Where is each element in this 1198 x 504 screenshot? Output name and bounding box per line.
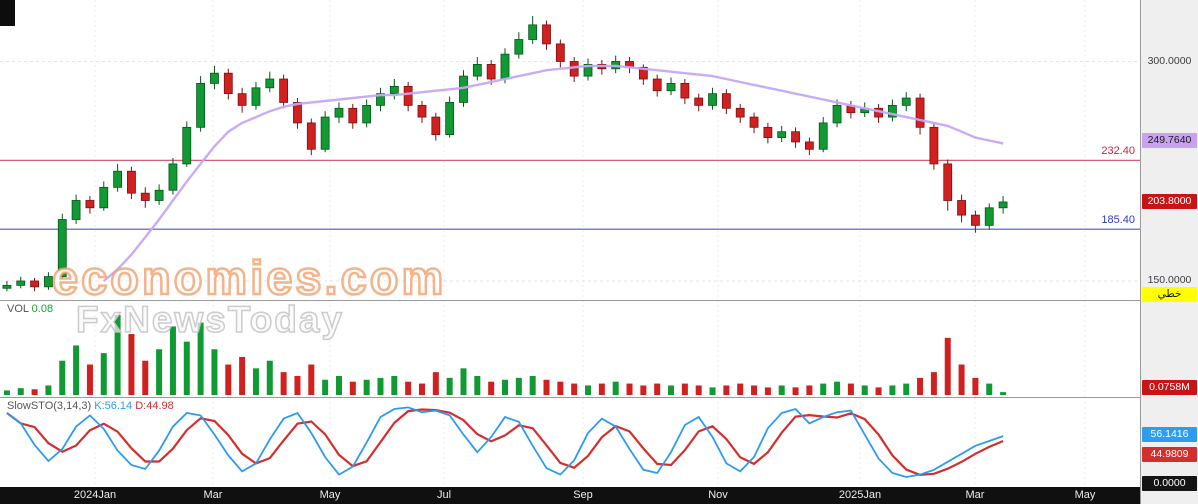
- stoch-k-label: K:56.14: [94, 400, 133, 412]
- last-price-badge: 203.8000: [1142, 194, 1197, 209]
- stoch-pane[interactable]: SlowSTO(3,14,3) K:56.14 D:44.98: [0, 397, 1140, 487]
- volume-label: VOL: [7, 303, 29, 315]
- price-axis[interactable]: 300.0000 150.0000 249.7640 203.8000 خطي 0.075…: [1140, 0, 1198, 504]
- price-label: 300.0000: [1147, 55, 1192, 67]
- stoch-k-badge: 56.1416: [1142, 427, 1197, 442]
- level-label: 185.40: [1101, 214, 1135, 227]
- price-pane[interactable]: 232.40 185.40: [0, 0, 1140, 300]
- time-label: May: [1074, 489, 1096, 501]
- time-label: 2025Jan: [838, 489, 882, 501]
- stoch-indicator-label: SlowSTO(3,14,3): [7, 400, 92, 412]
- time-axis[interactable]: 2024Jan Mar May Jul Sep Nov 2025Jan Mar May: [0, 487, 1140, 504]
- stoch-d-label: D:44.98: [135, 400, 174, 412]
- stoch-pane-label: SlowSTO(3,14,3) K:56.14 D:44.98: [7, 400, 174, 412]
- price-chart[interactable]: [0, 0, 1140, 300]
- volume-value-badge: 0.0758M: [1142, 380, 1197, 395]
- time-label: Mar: [203, 489, 223, 501]
- stoch-d-badge: 44.9809: [1142, 447, 1197, 462]
- time-label: 2024Jan: [73, 489, 117, 501]
- volume-chart[interactable]: [0, 300, 1140, 397]
- pane-separator: [0, 397, 1198, 398]
- volume-pane[interactable]: VOL 0.08: [0, 300, 1140, 397]
- stoch-floor-badge: 0.0000: [1142, 476, 1197, 491]
- stochastic-chart[interactable]: [0, 397, 1140, 487]
- time-label: May: [319, 489, 341, 501]
- volume-current-value: 0.08: [31, 303, 54, 315]
- watermark-fxnewstoday: FxNewsToday: [75, 298, 345, 341]
- pane-separator: [0, 300, 1198, 301]
- price-label: 150.0000: [1147, 274, 1192, 286]
- ma-value-badge: 249.7640: [1142, 133, 1197, 148]
- level-label: 232.40: [1101, 145, 1135, 158]
- time-label: Jul: [436, 489, 452, 501]
- watermark-economies: economies.com: [51, 250, 447, 306]
- volume-pane-label: VOL 0.08: [7, 303, 53, 315]
- time-label: Sep: [573, 489, 593, 501]
- scale-type-badge: خطي: [1142, 287, 1197, 302]
- time-label: Mar: [965, 489, 985, 501]
- corner-block: [0, 0, 15, 26]
- time-label: Nov: [708, 489, 728, 501]
